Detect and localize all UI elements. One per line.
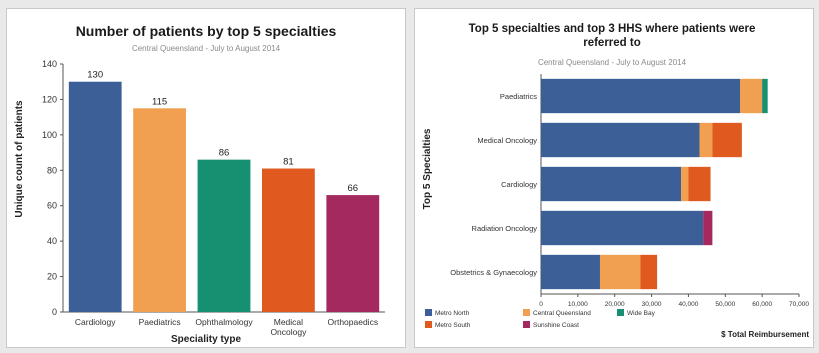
x-tick-label-orthopaedics: Orthopaedics: [328, 317, 379, 327]
y-tick-label: 20: [47, 272, 57, 282]
chart-title-line-2: referred to: [583, 37, 641, 49]
y-tick-label-medical-oncology: Medical Oncology: [477, 136, 537, 145]
x-tick-label: 60,000: [752, 301, 772, 308]
bar-ophthalmology: [197, 159, 251, 312]
bar-orthopaedics: [326, 195, 380, 312]
bar-cardiology-metro-north: [541, 166, 682, 202]
specialties-by-hhs-chart: Top 5 specialties and top 3 HHS where pa…: [422, 23, 809, 339]
chart-subtitle: Central Queensland - July to August 2014: [132, 44, 281, 53]
bar-obstetrics-and-gynaecology-metro-south: [640, 254, 658, 290]
bar-radiation-oncology-metro-north: [541, 210, 704, 246]
y-tick-label: 100: [42, 130, 57, 140]
x-tick-label: 30,000: [642, 301, 662, 308]
x-tick-label: 10,000: [568, 301, 588, 308]
bar-cardiology: [68, 81, 122, 312]
x-tick-label-cardiology: Cardiology: [75, 317, 116, 327]
data-label-medical-oncology: 81: [283, 157, 294, 168]
chart-subtitle: Central Queensland - July to August 2014: [538, 58, 687, 67]
x-tick-label: 40,000: [678, 301, 698, 308]
chart-title-line-1: Top 5 specialties and top 3 HHS where pa…: [469, 23, 756, 35]
data-label-orthopaedics: 66: [348, 183, 359, 194]
specialties-by-hhs-panel: Top 5 specialties and top 3 HHS where pa…: [414, 8, 814, 348]
plot-area: 0 10,000 20,000 30,000 40,000 50,000 60,000 70,…: [450, 74, 809, 308]
x-tick-label: 50,000: [715, 301, 735, 308]
legend-label-metro-north: Metro North: [435, 310, 470, 317]
data-label-cardiology: 130: [87, 70, 103, 81]
legend-swatch-metro-north: [425, 309, 432, 316]
y-tick-label: 40: [47, 236, 57, 246]
bar-paediatrics-wide-bay: [762, 78, 768, 114]
x-axis-label: Speciality type: [171, 334, 241, 345]
bar-medical-oncology-metro-south: [712, 122, 742, 158]
patients-by-specialty-panel: Number of patients by top 5 specialties …: [6, 8, 406, 348]
x-tick-label: 70,000: [789, 301, 809, 308]
x-tick-label-paediatrics: Paediatrics: [139, 317, 181, 327]
x-tick-label: 0: [539, 301, 543, 308]
y-axis-label: Top 5 Specialties: [422, 128, 433, 209]
bar-paediatrics-metro-north: [541, 78, 741, 114]
data-label-paediatrics: 115: [152, 96, 167, 107]
legend-swatch-wide-bay: [617, 309, 624, 316]
y-tick-label-paediatrics: Paediatrics: [500, 92, 537, 101]
legend-label-metro-south: Metro South: [435, 322, 471, 329]
legend-swatch-sunshine-coast: [523, 321, 530, 328]
legend-swatch-metro-south: [425, 321, 432, 328]
x-axis-label: $ Total Reimbursement: [721, 330, 809, 339]
bar-radiation-oncology-sunshine-coast: [703, 210, 713, 246]
bar-medical-oncology-metro-north: [541, 122, 700, 158]
legend-label-wide-bay: Wide Bay: [627, 310, 656, 317]
y-tick-label-obstetrics-and-gynaecology: Obstetrics & Gynaecology: [450, 268, 537, 277]
y-tick-label: 120: [42, 94, 57, 104]
bar-paediatrics-central-queensland: [740, 78, 763, 114]
legend-label-sunshine-coast: Sunshine Coast: [533, 322, 579, 329]
bar-medical-oncology-central-queensland: [699, 122, 713, 158]
x-tick-label-medical-oncology-line-2: Oncology: [270, 327, 307, 337]
plot-area: 0 20 40 60 80 100 120 140 130 Cardiology 115 Paedia…: [42, 59, 385, 337]
bar-obstetrics-and-gynaecology-metro-north: [541, 254, 600, 290]
legend: Metro North Central Queensland Wide Bay Met…: [425, 309, 656, 329]
bar-cardiology-central-queensland: [681, 166, 689, 202]
y-tick-label: 0: [52, 307, 57, 317]
chart-title: Number of patients by top 5 specialties: [76, 23, 337, 39]
data-label-ophthalmology: 86: [219, 148, 230, 159]
bar-cardiology-metro-south: [688, 166, 711, 202]
y-axis-label: Unique count of patients: [14, 100, 25, 218]
x-tick-label-ophthalmology: Ophthalmology: [195, 317, 253, 327]
x-tick-label: 20,000: [605, 301, 625, 308]
y-tick-label: 140: [42, 59, 57, 69]
patients-by-specialty-chart: Number of patients by top 5 specialties …: [14, 23, 385, 345]
y-tick-label: 80: [47, 165, 57, 175]
y-tick-label-radiation-oncology: Radiation Oncology: [472, 224, 538, 233]
bar-paediatrics: [133, 108, 187, 313]
bar-obstetrics-and-gynaecology-central-queensland: [599, 254, 641, 290]
legend-swatch-central-queensland: [523, 309, 530, 316]
bar-medical-oncology: [261, 168, 315, 312]
y-tick-label-cardiology: Cardiology: [501, 180, 537, 189]
y-tick-label: 60: [47, 201, 57, 211]
x-tick-label-medical-oncology-line-1: Medical: [274, 317, 303, 327]
legend-label-central-queensland: Central Queensland: [533, 310, 591, 317]
